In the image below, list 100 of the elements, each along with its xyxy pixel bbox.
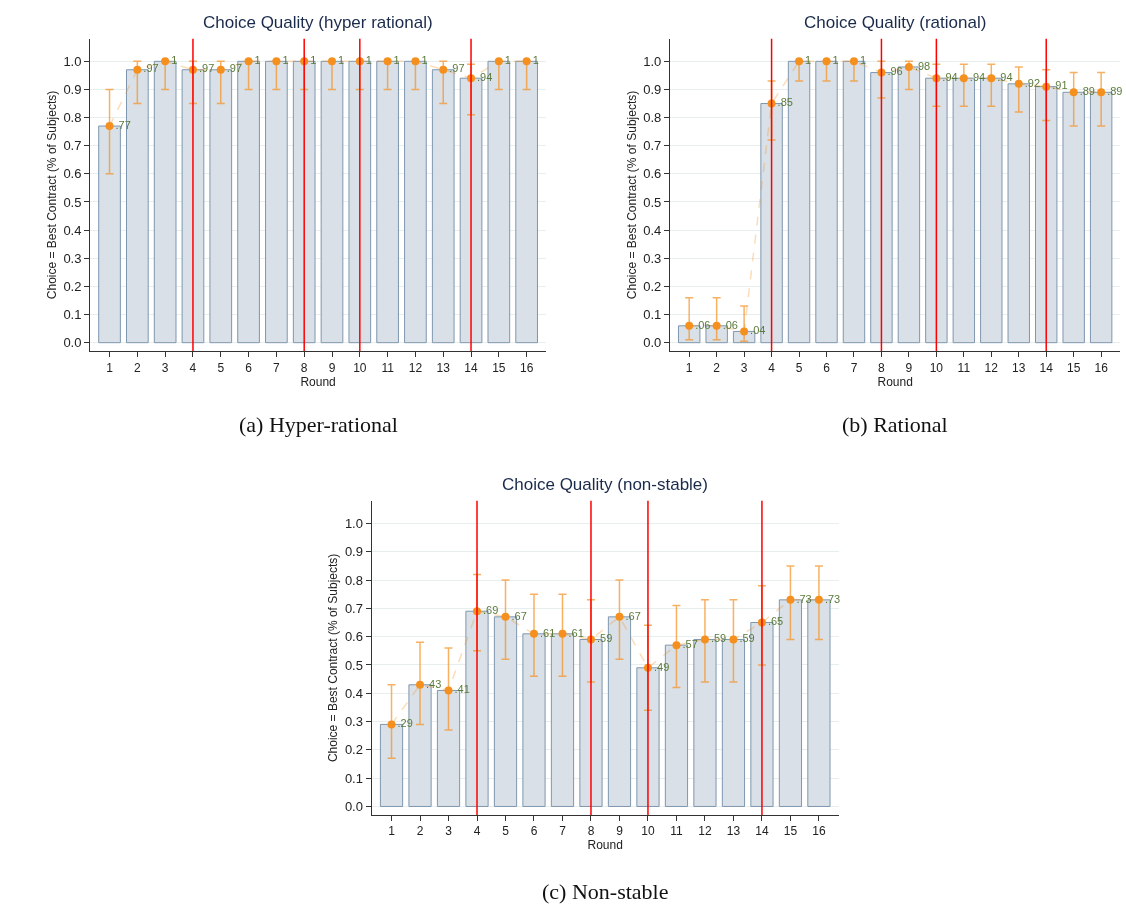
point xyxy=(439,65,448,74)
data-label: 1 xyxy=(805,54,812,67)
y-tick-label: 0.1 xyxy=(344,770,363,786)
x-tick-label: 13 xyxy=(726,824,741,839)
point xyxy=(383,57,392,66)
text: (a) Hyper-rational xyxy=(239,412,398,437)
data-label: .59 xyxy=(739,632,755,645)
x-tick-label: 11 xyxy=(957,360,971,375)
x-tick-label: 15 xyxy=(1067,360,1081,375)
x-tick-label: 10 xyxy=(929,360,944,375)
y-tick-label: 0.7 xyxy=(344,600,363,616)
y-tick-label: 0.2 xyxy=(63,278,82,294)
point xyxy=(501,612,510,621)
y-tick-label: 0.7 xyxy=(63,138,82,154)
point xyxy=(272,57,281,66)
x-tick-label: 14 xyxy=(755,824,769,839)
data-label: .97 xyxy=(449,62,465,75)
point xyxy=(244,57,253,66)
y-tick-label: 0.6 xyxy=(63,166,82,182)
y-tick-label: 0.2 xyxy=(643,278,662,294)
point xyxy=(1014,79,1023,88)
point xyxy=(161,57,170,66)
x-axis-title: Round xyxy=(300,374,336,389)
point xyxy=(558,629,567,638)
point xyxy=(133,65,142,74)
data-label: .94 xyxy=(997,70,1013,83)
point xyxy=(959,74,968,83)
y-tick-label: 0.8 xyxy=(643,110,662,126)
x-tick-label: 13 xyxy=(1012,360,1026,375)
data-label: .57 xyxy=(682,637,698,650)
data-label: 1 xyxy=(254,54,261,67)
x-tick-label: 11 xyxy=(670,824,684,839)
y-tick-label: 0.3 xyxy=(643,250,662,266)
point xyxy=(849,57,858,66)
x-tick-label: 16 xyxy=(1094,360,1109,375)
x-tick-label: 3 xyxy=(445,824,453,839)
data-label: .92 xyxy=(1024,76,1041,89)
y-tick-label: 1.0 xyxy=(63,53,82,69)
point xyxy=(328,57,336,66)
data-label: .04 xyxy=(750,324,766,337)
data-label: .61 xyxy=(568,626,584,639)
x-tick-label: 1 xyxy=(388,824,396,839)
y-tick-label: 0.4 xyxy=(63,222,82,238)
y-tick-label: 0.7 xyxy=(643,138,662,154)
data-label: .89 xyxy=(1079,85,1095,98)
data-label: .91 xyxy=(1052,79,1068,92)
x-tick-label: 8 xyxy=(878,360,886,375)
x-tick-label: 16 xyxy=(519,360,534,375)
point xyxy=(411,57,420,66)
x-tick-label: 9 xyxy=(328,360,336,375)
x-tick-label: 12 xyxy=(984,360,999,375)
x-tick-label: 8 xyxy=(300,360,308,375)
y-tick-label: 0.6 xyxy=(344,629,363,645)
data-label: .97 xyxy=(198,62,215,75)
y-axis-title: Choice = Best Contract (% of Subjects) xyxy=(326,553,341,763)
data-label: .43 xyxy=(426,677,442,690)
y-tick-label: 0.9 xyxy=(63,82,82,98)
y-tick-label: 0.9 xyxy=(344,544,363,560)
y-tick-label: 0.6 xyxy=(643,166,662,182)
data-label: .06 xyxy=(722,318,738,331)
data-label: .96 xyxy=(887,65,903,78)
y-tick-label: 0.4 xyxy=(643,222,662,238)
data-label: .89 xyxy=(1107,85,1123,98)
x-axis-title: Round xyxy=(587,838,623,853)
y-tick-label: 0.0 xyxy=(63,335,82,351)
data-label: .29 xyxy=(397,717,413,730)
x-tick-label: 12 xyxy=(698,824,712,839)
chart-title: Choice Quality (rational) xyxy=(804,13,987,32)
data-label: 1 xyxy=(365,54,372,67)
y-tick-label: 0.1 xyxy=(63,307,82,323)
point xyxy=(729,635,738,644)
point xyxy=(700,635,709,644)
point xyxy=(105,122,114,131)
x-tick-label: 2 xyxy=(134,360,142,375)
y-tick-label: 0.5 xyxy=(643,194,662,210)
point xyxy=(814,595,823,604)
point xyxy=(1097,88,1106,97)
x-tick-label: 2 xyxy=(713,360,721,375)
text: (b) Rational xyxy=(842,412,948,437)
point xyxy=(685,321,694,330)
x-tick-label: 8 xyxy=(587,824,595,839)
point xyxy=(987,74,996,83)
point xyxy=(822,57,831,66)
x-tick-label: 15 xyxy=(783,824,798,839)
text: (c) Non-stable xyxy=(542,879,669,904)
point xyxy=(216,65,225,74)
x-tick-label: 6 xyxy=(245,360,253,375)
point xyxy=(522,57,531,66)
x-tick-label: 5 xyxy=(502,824,510,839)
data-label: 1 xyxy=(282,54,289,67)
y-tick-label: 0.2 xyxy=(344,742,363,758)
y-tick-label: 0.5 xyxy=(63,194,82,210)
data-label: .94 xyxy=(969,70,986,83)
x-tick-label: 4 xyxy=(473,824,481,839)
data-label: .41 xyxy=(454,683,470,696)
x-tick-label: 7 xyxy=(273,360,281,375)
y-tick-label: 0.3 xyxy=(344,714,363,730)
point xyxy=(786,595,795,604)
x-tick-label: 4 xyxy=(189,360,197,375)
data-label: 1 xyxy=(171,54,178,67)
